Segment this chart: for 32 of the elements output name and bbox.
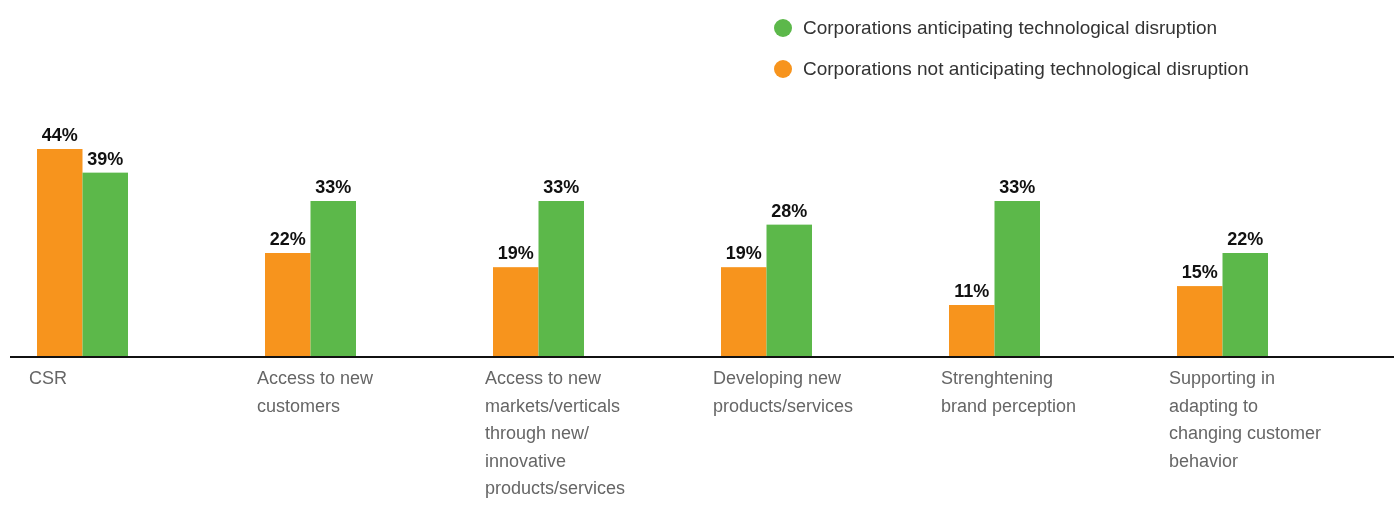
bar	[1222, 253, 1268, 357]
bar	[310, 201, 356, 357]
bar	[493, 267, 539, 357]
x-tick-label: CSR	[29, 368, 68, 388]
x-tick-label: Strenghtening brand perception	[941, 368, 1077, 416]
data-label: 11%	[954, 281, 990, 301]
bar	[265, 253, 311, 357]
bar	[949, 305, 995, 357]
bar	[37, 149, 83, 357]
x-tick-label: Supporting in adapting to changing customer behavior	[1169, 368, 1322, 471]
bar	[766, 224, 812, 357]
data-label: 22%	[1227, 229, 1264, 249]
data-label: 44%	[41, 125, 78, 145]
x-tick-label: Access to new markets/verticals through new/ innovative products/services	[485, 368, 626, 498]
data-label: 33%	[999, 177, 1036, 197]
data-label: 28%	[771, 200, 808, 221]
data-label: 22%	[269, 229, 306, 249]
data-label: 33%	[543, 177, 580, 197]
x-tick-label: Developing new products/services	[713, 368, 854, 416]
data-label: 19%	[497, 243, 534, 264]
legend-label: Corporations not anticipating technological disruption	[803, 58, 1249, 79]
bar	[538, 201, 584, 357]
data-label: 33%	[315, 177, 352, 197]
legend-label: Corporations anticipating technological disruption	[803, 17, 1218, 38]
bar	[82, 172, 128, 357]
data-label: 39%	[87, 148, 124, 169]
data-label: 19%	[725, 243, 762, 264]
bar	[1177, 286, 1223, 357]
data-label: 15%	[1181, 262, 1218, 283]
bar	[994, 201, 1040, 357]
x-tick-label: Access to new customers	[257, 368, 375, 416]
bar	[721, 267, 767, 357]
